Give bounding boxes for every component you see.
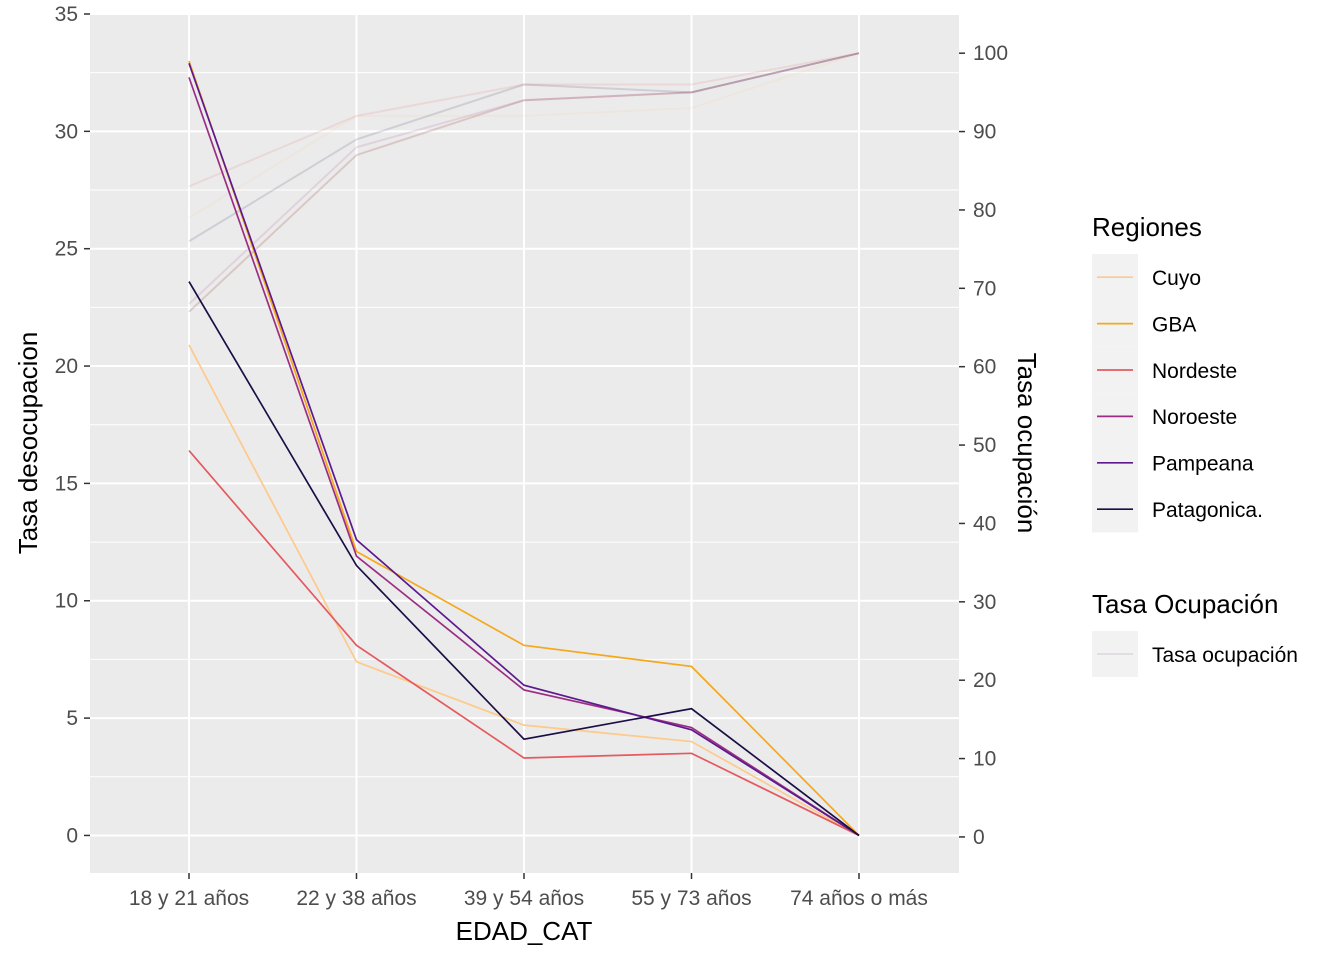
y2-tick-label: 60 xyxy=(973,356,996,379)
x-tick-label: 18 y 21 años xyxy=(129,887,249,910)
y-tick-label: 35 xyxy=(55,3,78,26)
x-tick-label: 39 y 54 años xyxy=(464,887,584,910)
series-line-noroeste xyxy=(188,77,860,837)
y-tick-label: 10 xyxy=(55,590,78,613)
x-axis-title: EDAD_CAT xyxy=(456,916,593,946)
y2-tick-label: 10 xyxy=(973,748,996,771)
y2-tick-label: 80 xyxy=(973,199,996,222)
occupation-line-cuyo xyxy=(188,52,860,219)
y2-tick-label: 90 xyxy=(973,121,996,144)
y-tick-label: 20 xyxy=(55,355,78,378)
x-axis: 18 y 21 años 22 y 38 años 39 y 54 años 55 y… xyxy=(129,873,928,910)
legend-title: Regiones xyxy=(1092,212,1202,242)
series-line-patagonica xyxy=(188,281,860,837)
x-tick-label: 55 y 73 años xyxy=(631,887,751,910)
legend-title-ocupacion: Tasa Ocupación xyxy=(1092,589,1278,619)
y2-tick-label: 50 xyxy=(973,434,996,457)
y-tick-label: 25 xyxy=(55,238,78,261)
y2-tick-label: 20 xyxy=(973,669,996,692)
y-tick-label: 0 xyxy=(66,824,78,847)
y-tick-label: 15 xyxy=(55,472,78,495)
legend-label: Cuyo xyxy=(1152,267,1201,290)
series-line-cuyo xyxy=(188,344,860,837)
y2-tick-label: 100 xyxy=(973,42,1008,65)
y2-tick-label: 70 xyxy=(973,277,996,300)
y2-tick-label: 0 xyxy=(973,826,985,849)
legend-label: Noroeste xyxy=(1152,406,1237,429)
y2-tick-label: 30 xyxy=(973,591,996,614)
x-tick-label: 74 años o más xyxy=(790,887,928,910)
y-tick-label: 30 xyxy=(55,120,78,143)
y2-tick-label: 40 xyxy=(973,512,996,535)
legend-regiones: Regiones Cuyo GBA Nordeste Noroeste Pampeana… xyxy=(1092,212,1263,533)
y-tick-label: 5 xyxy=(66,707,78,730)
occupation-line-pampeana xyxy=(188,52,860,313)
occupation-line-nordeste xyxy=(188,52,860,188)
occupation-lines xyxy=(188,52,860,313)
series-line-pampeana xyxy=(188,63,860,837)
occupation-line-gba xyxy=(188,52,860,313)
y-axis-title: Tasa desocupacion xyxy=(13,332,43,555)
legend-label: GBA xyxy=(1152,313,1196,336)
legend-label-ocupacion: Tasa ocupación xyxy=(1152,644,1298,667)
series-line-nordeste xyxy=(188,449,860,837)
occupation-line-patagonica xyxy=(188,52,860,243)
unemployment-lines xyxy=(188,60,860,837)
legend-label: Pampeana xyxy=(1152,453,1254,476)
legend-ocupacion: Tasa Ocupación Tasa ocupación xyxy=(1092,589,1298,677)
occupation-line-noroeste xyxy=(188,52,860,305)
y-axis-left: 0 5 10 15 20 25 30 35 xyxy=(55,3,90,847)
x-tick-label: 22 y 38 años xyxy=(296,887,416,910)
y-axis-right: 0 10 20 30 40 50 60 70 80 90 100 xyxy=(959,42,1008,849)
series-line-gba xyxy=(188,60,860,837)
legend-label: Nordeste xyxy=(1152,360,1237,383)
legend-label: Patagonica. xyxy=(1152,499,1263,522)
y2-axis-title: Tasa ocupación xyxy=(1012,353,1042,534)
